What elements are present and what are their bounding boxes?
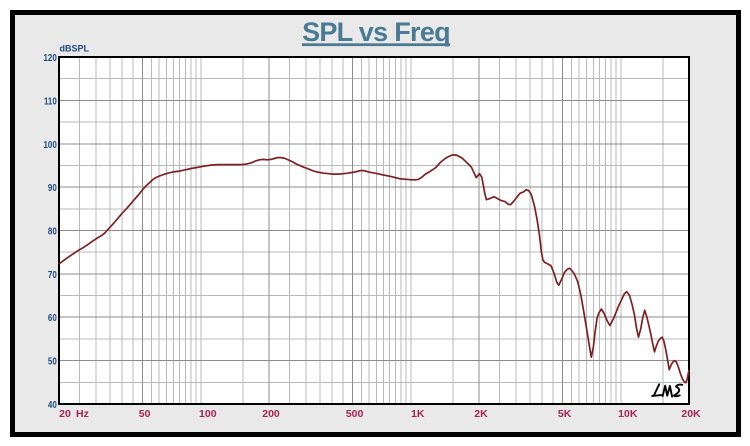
svg-text:20K: 20K xyxy=(681,408,701,420)
svg-text:1K: 1K xyxy=(411,408,425,420)
svg-text:500: 500 xyxy=(346,408,364,420)
svg-text:100: 100 xyxy=(199,408,217,420)
svg-text:120: 120 xyxy=(43,52,56,63)
svg-text:SPL vs Freq: SPL vs Freq xyxy=(302,17,450,47)
svg-text:5K: 5K xyxy=(558,408,572,420)
svg-text:80: 80 xyxy=(48,225,57,236)
svg-text:10K: 10K xyxy=(618,408,638,420)
svg-text:60: 60 xyxy=(48,312,57,323)
svg-text:200: 200 xyxy=(262,408,280,420)
svg-text:Hz: Hz xyxy=(76,408,89,420)
svg-text:110: 110 xyxy=(44,95,57,106)
svg-text:40: 40 xyxy=(48,399,57,410)
svg-text:dBSPL: dBSPL xyxy=(60,44,90,54)
svg-text:50: 50 xyxy=(139,408,151,420)
svg-text:20: 20 xyxy=(59,408,71,420)
svg-text:50: 50 xyxy=(48,356,57,367)
svg-text:70: 70 xyxy=(48,269,57,280)
svg-text:90: 90 xyxy=(48,182,57,193)
svg-text:100: 100 xyxy=(43,139,56,150)
svg-text:2K: 2K xyxy=(474,408,488,420)
